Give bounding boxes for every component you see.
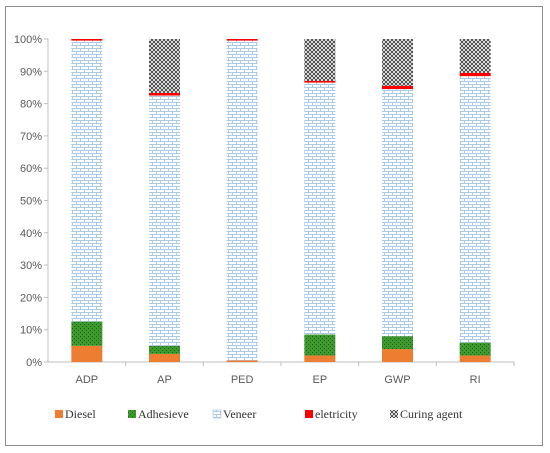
y-tick-label: 10%: [20, 325, 42, 337]
bar-segment-adhesieve: [71, 321, 103, 346]
legend-label: Adhesieve: [138, 407, 189, 421]
bar-segment-veneer: [304, 82, 336, 335]
bar-segment-eletricity: [304, 80, 336, 83]
y-tick-label: 60%: [20, 163, 42, 175]
chart-bars: [71, 39, 491, 362]
y-tick-labels: 0% 10% 20% 30% 40% 50% 60% 70% 80% 90% 100%: [14, 34, 48, 369]
legend-item: Adhesieve: [128, 407, 189, 421]
y-tick-label: 0%: [26, 357, 42, 369]
bar-segment-veneer: [149, 95, 180, 346]
bar-segment-veneer: [382, 89, 413, 337]
legend-swatch: [305, 410, 313, 418]
legend-item: Veneer: [212, 407, 256, 421]
bar-segment-diesel: [149, 353, 180, 362]
bar-segment-eletricity: [226, 39, 258, 41]
y-tick-label: 90%: [20, 66, 42, 78]
bar-segment-adhesieve: [304, 334, 336, 356]
legend-label: eletricity: [315, 407, 358, 421]
y-tick-label: 100%: [14, 34, 42, 46]
legend-label: Veneer: [223, 407, 256, 421]
legend-item: Diesel: [55, 407, 96, 421]
y-tick-label: 20%: [20, 292, 42, 304]
bar-segment-adhesieve: [459, 342, 491, 356]
bar-segment-curing-agent: [149, 39, 180, 93]
bar-segment-curing-agent: [382, 39, 413, 86]
bar-segment-diesel: [226, 360, 258, 362]
bar-segment-eletricity: [382, 85, 413, 90]
legend-item: Curing agent: [390, 407, 463, 421]
x-tick-label: ADP: [76, 374, 99, 386]
bar-segment-veneer: [459, 76, 491, 343]
x-tick-label: EP: [312, 374, 327, 386]
x-tick-label: AP: [157, 374, 172, 386]
bar-segment-diesel: [382, 349, 413, 362]
legend-swatch: [128, 410, 136, 418]
bar-segment-curing-agent: [304, 39, 336, 81]
bar-segment-eletricity: [71, 39, 103, 41]
bar-segment-diesel: [71, 345, 103, 362]
bar-segment-diesel: [304, 355, 336, 362]
legend: Diesel Adhesieve Veneer eletricity Curing ag…: [55, 407, 463, 421]
bar-segment-eletricity: [459, 72, 491, 77]
bar-segment-adhesieve: [149, 345, 180, 354]
bar-segment-adhesieve: [382, 336, 413, 350]
legend-label: Curing agent: [400, 407, 463, 421]
y-tick-label: 50%: [20, 196, 42, 208]
x-tick-label: GWP: [384, 374, 410, 386]
bar-segment-veneer: [226, 40, 258, 361]
x-tick-label: RI: [470, 374, 481, 386]
legend-swatch: [212, 409, 222, 419]
y-tick-label: 40%: [20, 228, 42, 240]
bar-segment-eletricity: [149, 92, 180, 96]
bar-segment-diesel: [459, 355, 491, 362]
legend-label: Diesel: [65, 407, 96, 421]
legend-swatch: [55, 410, 63, 418]
bar-segment-curing-agent: [459, 39, 491, 73]
x-tick-label: PED: [231, 374, 254, 386]
x-tick-labels: ADP AP PED EP GWP RI: [76, 362, 515, 386]
legend-swatch: [390, 410, 398, 418]
y-tick-label: 30%: [20, 260, 42, 272]
chart-axes: [47, 39, 514, 363]
bar-segment-veneer: [71, 40, 103, 322]
y-tick-label: 80%: [20, 99, 42, 111]
y-tick-label: 70%: [20, 131, 42, 143]
legend-item: eletricity: [305, 407, 358, 421]
